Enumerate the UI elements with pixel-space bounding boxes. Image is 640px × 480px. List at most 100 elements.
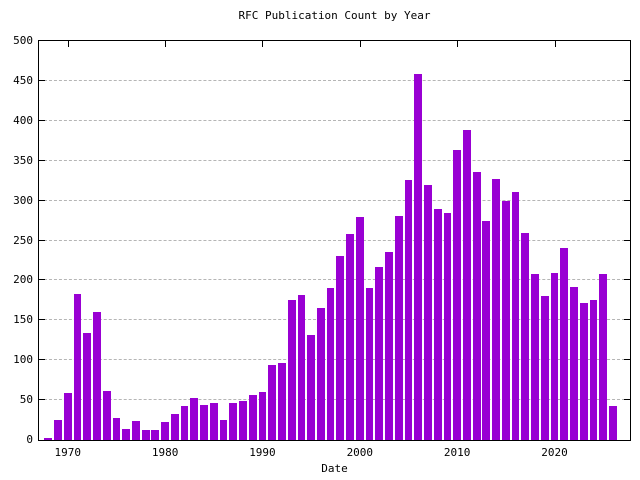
- y-tick-mark: [39, 199, 45, 201]
- bar-2013: [482, 220, 491, 440]
- y-tick-label-150: 150: [13, 313, 33, 327]
- bar-1982: [180, 406, 189, 440]
- gridline-y-150: [39, 319, 630, 321]
- x-axis-title: Date: [321, 462, 348, 475]
- bar-1972: [83, 333, 92, 440]
- gridline-y-400: [39, 119, 630, 121]
- y-tick-mark: [39, 159, 45, 161]
- y-tick-mark: [39, 359, 45, 361]
- x-tick-label-1980: 1980: [151, 446, 179, 459]
- bar-1971: [73, 293, 82, 440]
- y-tick-label-100: 100: [13, 353, 33, 367]
- x-tick-mark: [262, 41, 263, 47]
- bar-1981: [170, 413, 179, 440]
- gridline-y-250: [39, 239, 630, 241]
- plot-area: [38, 40, 631, 441]
- gridline-y-100: [39, 359, 630, 361]
- y-tick-mark: [624, 79, 630, 81]
- y-tick-mark: [624, 239, 630, 241]
- bar-2005: [404, 179, 413, 440]
- bar-1969: [54, 420, 62, 440]
- y-tick-mark: [624, 199, 630, 201]
- gridline-y-50: [39, 399, 630, 401]
- y-tick-label-350: 350: [13, 153, 33, 167]
- bar-2018: [531, 274, 539, 440]
- bar-1973: [93, 311, 101, 440]
- bar-1974: [102, 390, 111, 440]
- bar-2001: [365, 287, 374, 440]
- bar-2026: [609, 406, 617, 440]
- bar-2019: [540, 296, 549, 440]
- chart-title: RFC Publication Count by Year: [238, 9, 431, 22]
- y-tick-label-400: 400: [13, 113, 33, 127]
- bar-1997: [326, 287, 335, 440]
- bar-1977: [131, 420, 140, 440]
- x-tick-label-2000: 2000: [346, 446, 374, 459]
- bar-1992: [278, 363, 286, 440]
- bar-2008: [433, 208, 442, 440]
- y-tick-label-50: 50: [19, 393, 33, 407]
- y-tick-mark: [624, 119, 630, 121]
- bar-1990: [258, 392, 267, 440]
- bar-1980: [161, 421, 169, 440]
- y-tick-label-200: 200: [13, 273, 33, 287]
- bar-2022: [570, 286, 578, 440]
- y-tick-label-300: 300: [13, 193, 33, 207]
- y-tick-mark: [624, 359, 630, 361]
- bar-1987: [229, 403, 238, 440]
- y-tick-mark: [39, 119, 45, 121]
- bar-1970: [63, 392, 72, 440]
- gridline-y-350: [39, 159, 630, 161]
- bar-1998: [336, 256, 345, 440]
- x-tick-label-1970: 1970: [54, 446, 81, 459]
- x-tick-mark: [457, 41, 458, 47]
- bar-2009: [443, 212, 452, 440]
- bar-2012: [472, 171, 481, 440]
- bar-1975: [112, 418, 121, 440]
- x-tick-mark: [165, 41, 166, 47]
- gridline-y-450: [39, 79, 630, 81]
- y-tick-label-500: 500: [13, 34, 33, 47]
- y-tick-mark: [39, 239, 45, 241]
- bar-2006: [414, 73, 423, 440]
- bar-1996: [316, 307, 325, 440]
- x-tick-label-2020: 2020: [541, 446, 568, 459]
- bar-2003: [385, 252, 393, 440]
- bar-1976: [122, 428, 131, 440]
- bar-1988: [239, 400, 247, 440]
- bar-1995: [307, 334, 316, 440]
- y-tick-label-0: 0: [26, 433, 33, 446]
- bar-1994: [297, 294, 306, 440]
- x-tick-label-2010: 2010: [443, 446, 471, 459]
- bar-1968: [44, 437, 53, 440]
- bar-2024: [589, 300, 598, 440]
- bar-2021: [560, 247, 569, 440]
- y-tick-label-250: 250: [13, 233, 33, 247]
- bar-2014: [492, 179, 500, 440]
- y-tick-mark: [624, 319, 630, 321]
- bar-2017: [521, 233, 530, 440]
- bar-1985: [209, 403, 218, 440]
- y-tick-mark: [39, 399, 45, 401]
- x-tick-mark: [555, 41, 556, 47]
- bar-2010: [453, 150, 462, 440]
- bar-1979: [151, 430, 160, 440]
- bar-2025: [599, 274, 608, 440]
- y-tick-mark: [624, 279, 630, 281]
- y-tick-mark: [39, 279, 45, 281]
- y-tick-mark: [624, 159, 630, 161]
- gridline-y-300: [39, 199, 630, 201]
- bar-2020: [550, 273, 559, 440]
- bar-2011: [463, 129, 471, 440]
- y-tick-mark: [39, 319, 45, 321]
- bar-1989: [248, 395, 257, 440]
- bar-1983: [190, 397, 199, 440]
- bar-1986: [219, 420, 228, 440]
- bar-2002: [375, 266, 384, 440]
- y-tick-mark: [624, 399, 630, 401]
- x-tick-mark: [360, 41, 361, 47]
- bar-2016: [511, 191, 520, 440]
- bar-1991: [268, 365, 277, 440]
- bar-2004: [394, 215, 403, 440]
